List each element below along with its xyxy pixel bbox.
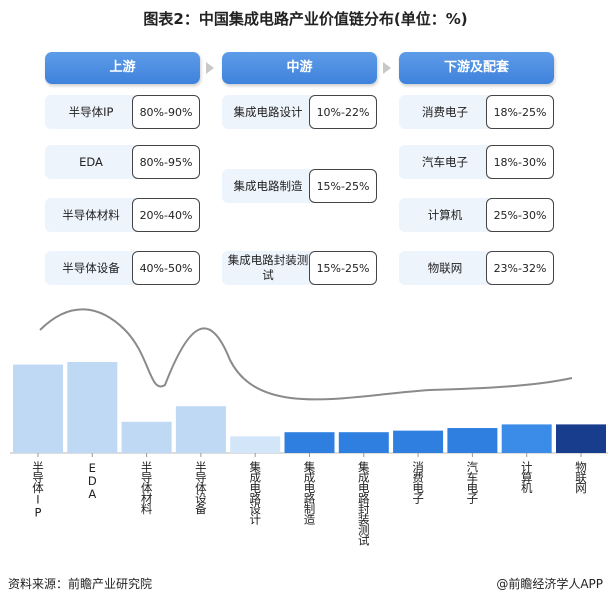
source: 资料来源：前瞻产业研究院 [8, 577, 153, 591]
stage-item: 消费电子 18%-25% [399, 95, 554, 129]
arrow [206, 62, 214, 74]
bar [121, 421, 172, 453]
bar [13, 364, 63, 453]
x-tick-label: 物联网 [574, 460, 588, 494]
x-tick-label: 半导体材料 [140, 460, 154, 515]
item-value: 15%-25% [309, 169, 377, 203]
stage-header: 下游及配套 [399, 52, 554, 84]
bar [175, 406, 226, 453]
stage-item: 半导体材料 20%-40% [45, 198, 200, 232]
item-label: 消费电子 [422, 104, 468, 119]
credit: @前瞻经济学人APP [496, 577, 603, 591]
stage-item: EDA 80%-95% [45, 145, 200, 179]
item-label: 计算机 [427, 207, 463, 222]
item-label: 半导体设备 [62, 260, 120, 275]
item-label: 汽车电子 [422, 154, 468, 169]
item-label: 半导体材料 [62, 207, 120, 222]
stage-item: 集成电路封装测试 15%-25% [222, 251, 377, 285]
title: 图表2：中国集成电路产业价值链分布(单位：%) [143, 10, 468, 28]
bar [284, 432, 335, 453]
item-value: 20%-40% [132, 198, 200, 232]
bar [67, 362, 118, 453]
item-label: 集成电路设计 [233, 104, 303, 119]
stage-item: 半导体设备 40%-50% [45, 251, 200, 285]
item-value: 40%-50% [132, 251, 200, 285]
item-value: 10%-22% [309, 95, 377, 129]
item-value: 80%-95% [132, 145, 200, 179]
x-tick-label: 半导体IP [31, 460, 45, 518]
bar [556, 424, 606, 453]
bar [447, 428, 498, 453]
bar [501, 424, 552, 453]
x-tick-label: 集成电路设计 [248, 460, 262, 526]
item-value: 15%-25% [309, 251, 377, 285]
item-label: 集成电路封装测试 [227, 253, 309, 282]
stage-header: 中游 [222, 52, 377, 84]
x-tick-label: 集成电路封装测试 [357, 460, 371, 546]
stage-item: 半导体IP 80%-90% [45, 95, 200, 129]
item-value: 80%-90% [132, 95, 200, 129]
bar [230, 436, 281, 453]
x-tick-label: 集成电路制造 [303, 460, 317, 525]
x-tick-label: 计算机 [520, 461, 534, 493]
bar [338, 432, 389, 453]
stage-item: 汽车电子 18%-30% [399, 145, 554, 179]
x-tick-label: 半导体设备 [194, 460, 208, 515]
item-label: EDA [79, 154, 103, 169]
item-label: 半导体IP [68, 104, 114, 119]
stage-item: 集成电路制造 15%-25% [222, 169, 377, 203]
arrow [383, 62, 391, 74]
item-value: 25%-30% [486, 198, 554, 232]
x-tick-label: 消费电子 [411, 460, 425, 504]
bar [393, 430, 444, 453]
item-label: 物联网 [427, 260, 463, 275]
item-value: 23%-32% [486, 251, 554, 285]
stage-item: 集成电路设计 10%-22% [222, 95, 377, 129]
stage-item: 物联网 23%-32% [399, 251, 554, 285]
stage-header: 上游 [45, 52, 200, 84]
smile-curve [39, 308, 573, 401]
item-value: 18%-30% [486, 145, 554, 179]
x-tick-label: 汽车电子 [465, 460, 479, 504]
item-value: 18%-25% [486, 95, 554, 129]
stage-item: 计算机 25%-30% [399, 198, 554, 232]
x-tick-label: EDA [85, 461, 99, 500]
item-label: 集成电路制造 [233, 178, 303, 193]
